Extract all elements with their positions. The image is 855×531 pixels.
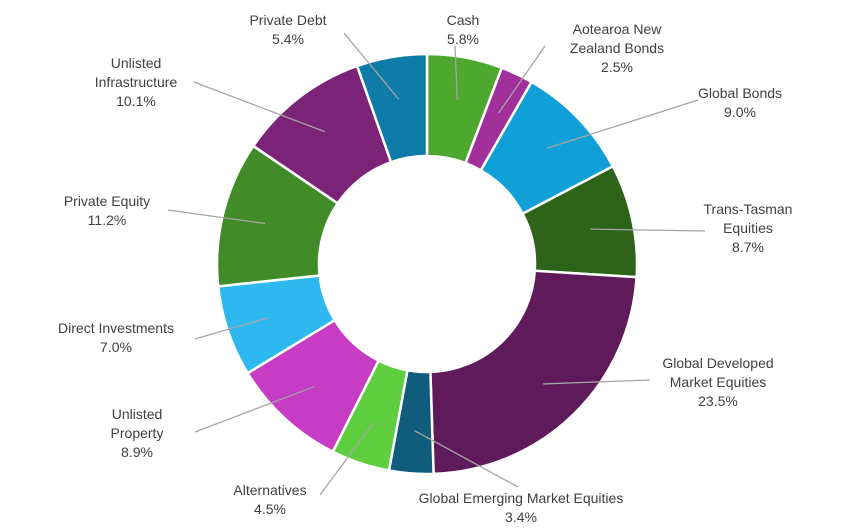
leader-line bbox=[590, 228, 706, 232]
leader-line bbox=[414, 429, 519, 488]
slice-label: Unlisted Infrastructure 10.1% bbox=[95, 55, 178, 109]
slice-name-label: Global Bonds bbox=[698, 85, 782, 101]
leader-line bbox=[547, 99, 699, 149]
slice-value-label: 8.9% bbox=[121, 444, 153, 460]
donut-slice bbox=[355, 52, 429, 164]
leader-line bbox=[194, 386, 315, 433]
slice-name-label: Direct Investments bbox=[58, 320, 174, 336]
slice-label: Private Debt 5.4% bbox=[249, 12, 326, 47]
slice-name-label: Market Equities bbox=[670, 374, 766, 390]
donut-slices bbox=[215, 52, 639, 476]
slice-name-label: Trans-Tasman bbox=[704, 201, 793, 217]
slice-label: Cash 5.8% bbox=[447, 12, 480, 47]
slice-label: Direct Investments 7.0% bbox=[58, 320, 174, 355]
donut-slice bbox=[429, 269, 638, 476]
slice-name-label: Unlisted bbox=[112, 406, 163, 422]
slice-label: Unlisted Property 8.9% bbox=[111, 406, 164, 460]
slice-name-label: Private Debt bbox=[249, 12, 326, 28]
slice-name-label: Aotearoa New bbox=[573, 21, 663, 37]
leader-line bbox=[343, 32, 400, 100]
slice-name-label: Global Developed bbox=[662, 355, 773, 371]
leader-line bbox=[193, 81, 326, 133]
slice-name-label: Private Equity bbox=[64, 193, 150, 209]
leader-line bbox=[194, 316, 270, 340]
slice-label: Alternatives 4.5% bbox=[233, 482, 306, 517]
leader-line bbox=[454, 45, 458, 100]
leader-line bbox=[319, 421, 375, 496]
slice-value-label: 2.5% bbox=[601, 59, 633, 75]
slice-label: Global Bonds 9.0% bbox=[698, 85, 782, 120]
slice-name-label: Equities bbox=[723, 220, 773, 236]
slice-name-label: Property bbox=[111, 425, 164, 441]
slice-value-label: 5.8% bbox=[447, 31, 479, 47]
slice-label: Trans-Tasman Equities 8.7% bbox=[704, 201, 793, 255]
slice-label: Global Developed Market Equities 23.5% bbox=[662, 355, 773, 409]
slice-value-label: 8.7% bbox=[732, 239, 764, 255]
slice-value-label: 5.4% bbox=[272, 31, 304, 47]
slice-value-label: 9.0% bbox=[724, 104, 756, 120]
slice-name-label: Infrastructure bbox=[95, 74, 178, 90]
slice-name-label: Unlisted bbox=[111, 55, 162, 71]
leader-line bbox=[167, 209, 266, 225]
slice-value-label: 4.5% bbox=[254, 501, 286, 517]
slice-label: Aotearoa New Zealand Bonds 2.5% bbox=[570, 21, 664, 75]
leader-line bbox=[543, 379, 651, 385]
slice-name-label: Zealand Bonds bbox=[570, 40, 664, 56]
slice-label: Private Equity 11.2% bbox=[64, 193, 150, 228]
slice-name-label: Global Emerging Market Equities bbox=[419, 490, 624, 506]
slice-label: Global Emerging Market Equities 3.4% bbox=[419, 490, 624, 525]
leader-lines bbox=[167, 32, 706, 496]
slice-value-label: 3.4% bbox=[505, 509, 537, 525]
leader-line bbox=[498, 45, 546, 114]
slice-value-label: 23.5% bbox=[698, 393, 738, 409]
slice-value-label: 11.2% bbox=[88, 212, 127, 228]
slice-name-label: Alternatives bbox=[233, 482, 306, 498]
slice-name-label: Cash bbox=[447, 12, 480, 28]
slice-value-label: 7.0% bbox=[100, 339, 132, 355]
slice-value-label: 10.1% bbox=[116, 93, 156, 109]
slice-labels: Cash 5.8% Aotearoa New Zealand Bonds 2.5% Glo… bbox=[58, 12, 792, 525]
